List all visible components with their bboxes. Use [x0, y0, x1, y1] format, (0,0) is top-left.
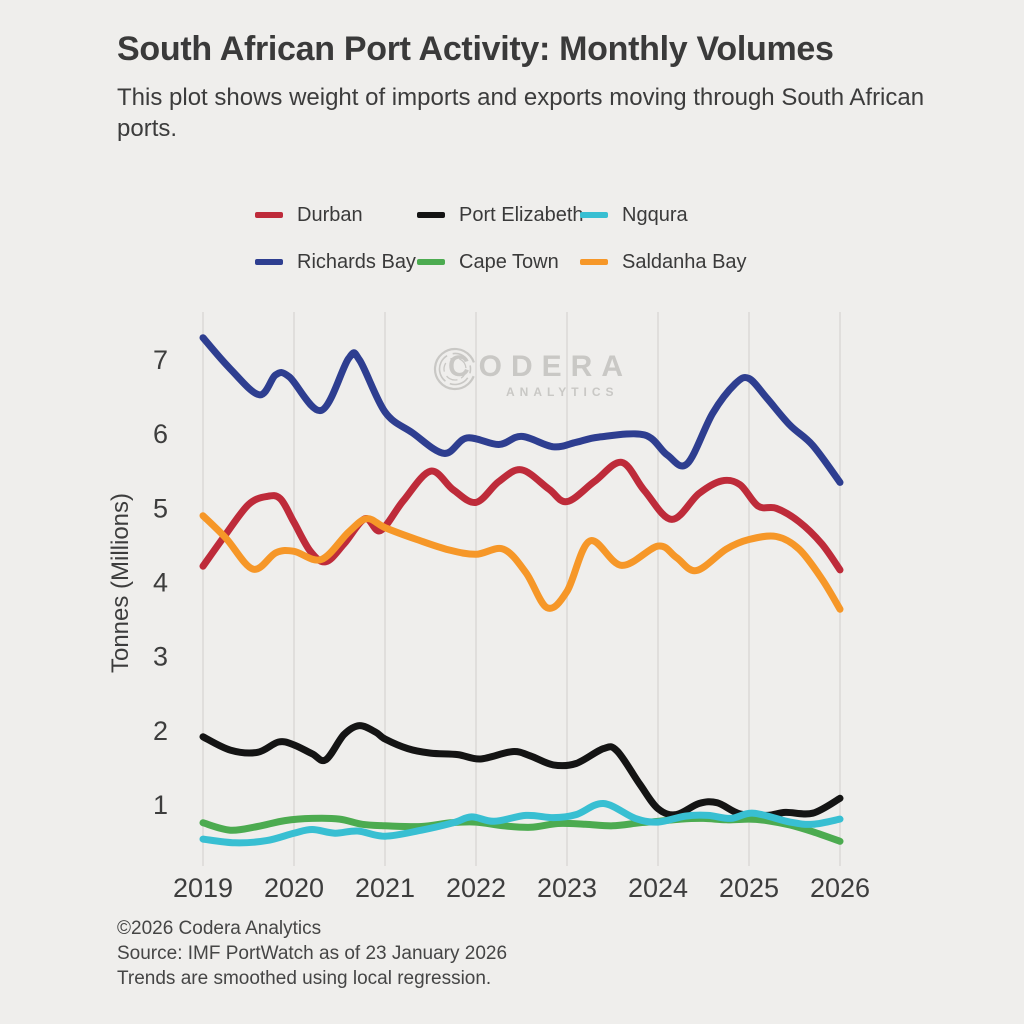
copyright-line: ©2026 Codera Analytics: [117, 918, 322, 939]
legend-label: Saldanha Bay: [622, 250, 747, 273]
y-tick-label-4: 4: [153, 567, 168, 597]
y-tick-label-1: 1: [153, 790, 168, 820]
watermark-brand-text: CODERA: [448, 350, 633, 383]
x-tick-label-2022: 2022: [446, 873, 506, 903]
x-tick-label-2023: 2023: [537, 873, 597, 903]
legend-item-saldanha-bay: Saldanha Bay: [580, 247, 747, 277]
legend-label: Ngqura: [622, 203, 688, 226]
port-elizabeth-swatch-icon: [417, 212, 445, 218]
series-line-richards-bay: [199, 334, 844, 486]
ngqura-swatch-icon: [580, 212, 608, 218]
x-tick-label-2020: 2020: [264, 873, 324, 903]
richards-bay-swatch-icon: [255, 259, 283, 265]
codera-logo-icon: [433, 347, 477, 391]
y-tick-label-7: 7: [153, 345, 168, 375]
legend-label: Richards Bay: [297, 250, 416, 273]
chart-title: South African Port Activity: Monthly Vol…: [117, 30, 834, 68]
x-tick-label-2024: 2024: [628, 873, 688, 903]
x-tick-label-2025: 2025: [719, 873, 779, 903]
chart-legend: Durban Port Elizabeth Ngqura Richards Ba…: [255, 200, 747, 277]
durban-swatch-icon: [255, 212, 283, 218]
legend-item-richards-bay: Richards Bay: [255, 247, 417, 277]
saldanha-bay-swatch-icon: [580, 259, 608, 265]
legend-item-ngqura: Ngqura: [580, 200, 747, 230]
legend-item-durban: Durban: [255, 200, 417, 230]
y-tick-label-5: 5: [153, 493, 168, 523]
series-line-cape-town: [199, 814, 844, 845]
chart-subtitle: This plot shows weight of imports and ex…: [117, 84, 925, 142]
series-line-ngqura: [199, 800, 844, 847]
x-tick-label-2019: 2019: [173, 873, 233, 903]
watermark-tagline-text: ANALYTICS: [506, 385, 619, 399]
y-axis-title: Tonnes (Millions): [107, 493, 134, 673]
series-line-durban: [199, 458, 844, 574]
source-line: Source: IMF PortWatch as of 23 January 2…: [117, 943, 508, 964]
x-tick-label-2026: 2026: [810, 873, 870, 903]
legend-item-port-elizabeth: Port Elizabeth: [417, 200, 584, 230]
codera-watermark: CODERA ANALYTICS: [432, 346, 642, 406]
method-line: Trends are smoothed using local regressi…: [117, 968, 492, 989]
y-tick-label-6: 6: [153, 419, 168, 449]
legend-item-cape-town: Cape Town: [417, 247, 580, 277]
series-line-saldanha-bay: [199, 512, 844, 613]
legend-label: Port Elizabeth: [459, 203, 584, 226]
chart-footnotes: ©2026 Codera Analytics Source: IMF PortW…: [117, 916, 507, 991]
cape-town-swatch-icon: [417, 259, 445, 265]
legend-label: Cape Town: [459, 250, 559, 273]
y-tick-label-3: 3: [153, 642, 168, 672]
series-line-port-elizabeth: [199, 722, 844, 820]
legend-label: Durban: [297, 203, 363, 226]
y-tick-label-2: 2: [153, 716, 168, 746]
x-tick-label-2021: 2021: [355, 873, 415, 903]
